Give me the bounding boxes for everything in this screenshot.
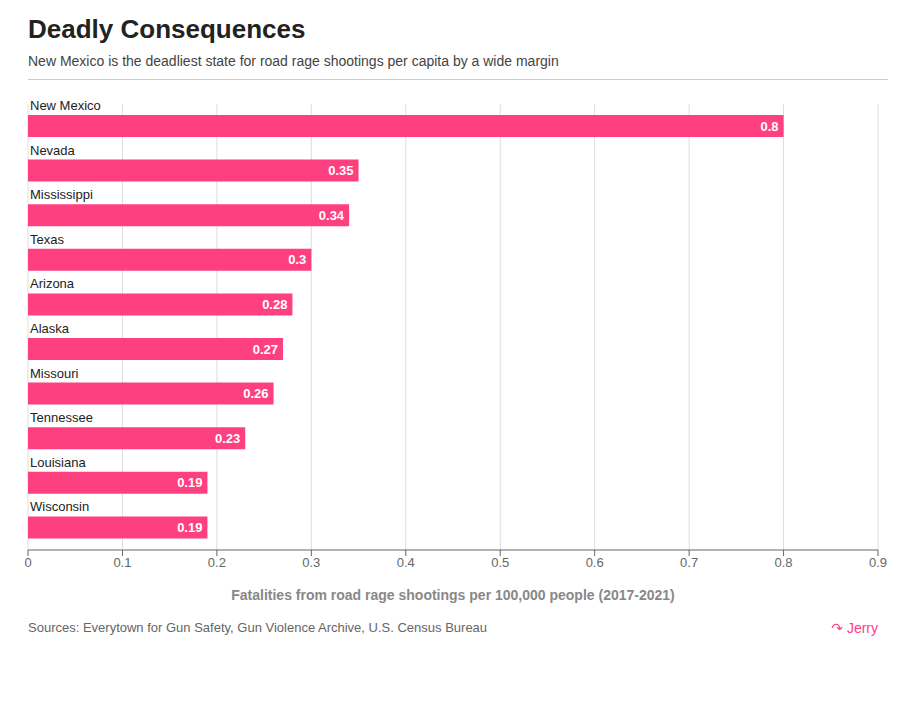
svg-text:0: 0 <box>24 555 31 570</box>
svg-text:0.8: 0.8 <box>775 555 793 570</box>
svg-text:0.19: 0.19 <box>177 475 202 490</box>
html-text:↷ Jerry: ↷ Jerry <box>831 620 878 636</box>
svg-text:0.2: 0.2 <box>208 555 226 570</box>
svg-text:0.35: 0.35 <box>328 163 353 178</box>
svg-text:0.6: 0.6 <box>586 555 604 570</box>
svg-text:0.9: 0.9 <box>869 555 887 570</box>
html-text:Deadly Consequences: Deadly Consequences <box>28 14 306 44</box>
svg-text:Texas: Texas <box>30 232 64 247</box>
svg-text:0.19: 0.19 <box>177 520 202 535</box>
svg-text:0.1: 0.1 <box>113 555 131 570</box>
svg-text:0.28: 0.28 <box>262 297 287 312</box>
svg-text:Fatalities from road rage shoo: Fatalities from road rage shootings per … <box>231 587 675 603</box>
svg-text:Arizona: Arizona <box>30 276 75 291</box>
svg-text:Louisiana: Louisiana <box>30 455 86 470</box>
svg-text:0.4: 0.4 <box>397 555 415 570</box>
svg-text:Wisconsin: Wisconsin <box>30 499 89 514</box>
svg-text:New Mexico: New Mexico <box>30 98 101 113</box>
svg-text:0.5: 0.5 <box>491 555 509 570</box>
svg-text:0.23: 0.23 <box>215 431 240 446</box>
svg-text:0.27: 0.27 <box>253 342 278 357</box>
svg-text:0.7: 0.7 <box>680 555 698 570</box>
svg-text:0.3: 0.3 <box>302 555 320 570</box>
html-text:Sources: Everytown for Gun Saf: Sources: Everytown for Gun Safety, Gun V… <box>28 620 488 635</box>
svg-text:0.3: 0.3 <box>288 252 306 267</box>
html-text:New Mexico is the deadliest st: New Mexico is the deadliest state for ro… <box>28 53 559 69</box>
svg-text:Mississippi: Mississippi <box>30 187 93 202</box>
svg-text:Missouri: Missouri <box>30 366 79 381</box>
svg-text:0.8: 0.8 <box>760 119 778 134</box>
svg-text:Tennessee: Tennessee <box>30 410 93 425</box>
svg-text:Alaska: Alaska <box>30 321 70 336</box>
svg-text:0.34: 0.34 <box>319 208 345 223</box>
svg-text:0.26: 0.26 <box>243 386 268 401</box>
svg-text:Nevada: Nevada <box>30 143 76 158</box>
